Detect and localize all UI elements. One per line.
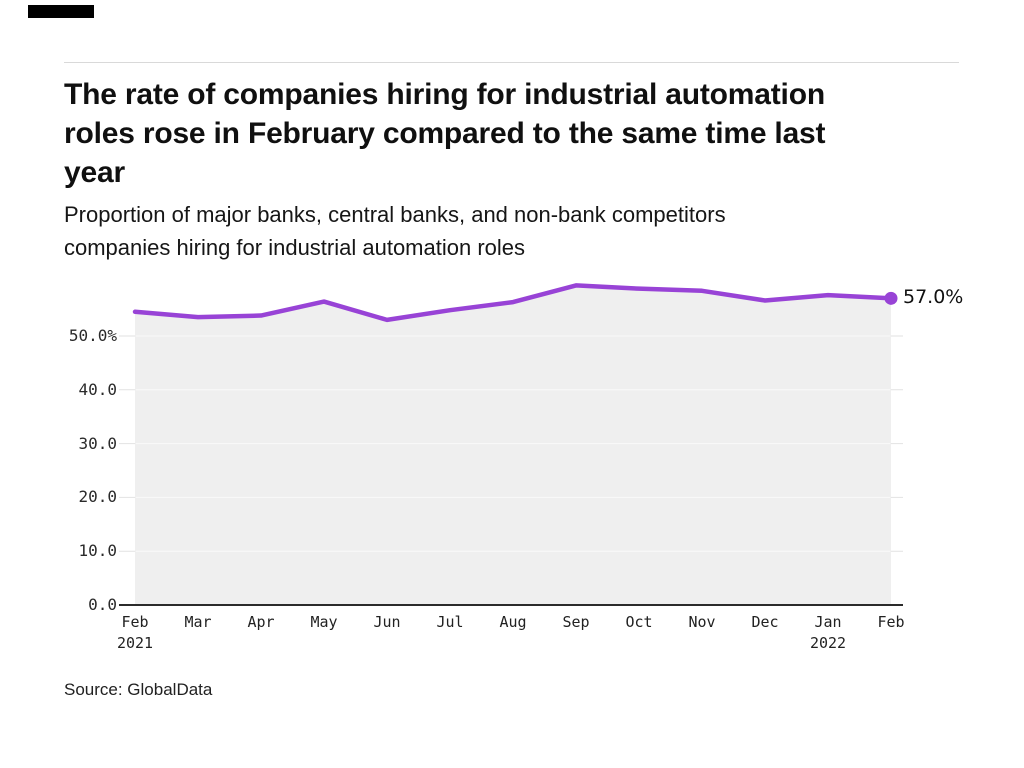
x-tick-label: Aug bbox=[499, 613, 527, 631]
x-tick-label: Oct bbox=[625, 613, 653, 631]
series-line bbox=[132, 283, 894, 323]
x-tick-label: Dec bbox=[751, 613, 779, 631]
x-tick-label: Sep bbox=[562, 613, 590, 631]
x-tick-label: Jun bbox=[373, 613, 401, 631]
chart-subtitle: Proportion of major banks, central banks… bbox=[64, 202, 726, 260]
y-tick-label: 10.0 bbox=[78, 541, 117, 561]
x-tick-label: Nov bbox=[688, 613, 716, 631]
header-divider bbox=[64, 62, 959, 63]
y-tick-label: 30.0 bbox=[78, 433, 117, 453]
x-tick-label: May bbox=[310, 613, 338, 631]
x-tick-label: Feb bbox=[877, 613, 905, 631]
brand-bar bbox=[28, 5, 94, 18]
x-tick-label: Mar bbox=[184, 613, 212, 631]
x-tick-label: Feb 2021 bbox=[99, 612, 171, 654]
end-point-marker bbox=[884, 291, 898, 305]
x-tick-label: Jan 2022 bbox=[792, 612, 864, 654]
y-tick-label: 50.0% bbox=[68, 326, 117, 345]
end-value-label: 57.0% bbox=[903, 286, 964, 309]
source-note: Source: GlobalData bbox=[64, 680, 213, 699]
x-tick-year-label: 2021 bbox=[116, 634, 154, 652]
x-tick-label: Jul bbox=[436, 613, 464, 631]
y-tick-label: 20.0 bbox=[78, 487, 117, 507]
x-tick-label: Apr bbox=[247, 613, 275, 631]
series-area-fill bbox=[135, 285, 891, 605]
chart-title: The rate of companies hiring for industr… bbox=[64, 78, 826, 189]
y-tick-label: 0.0 bbox=[88, 595, 117, 614]
x-tick-year-label: 2022 bbox=[809, 634, 847, 652]
y-tick-label: 40.0 bbox=[78, 379, 117, 399]
